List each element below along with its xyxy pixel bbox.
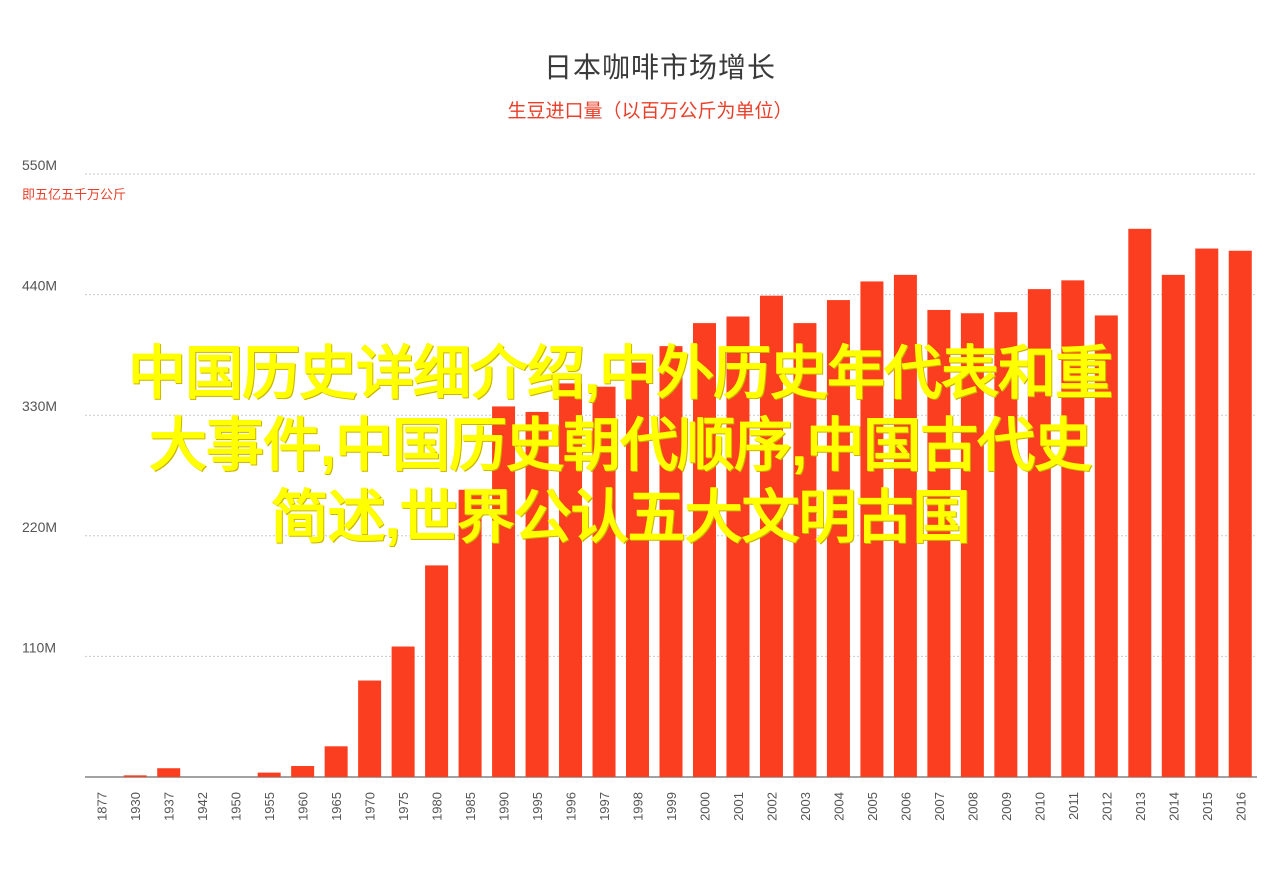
- x-tick-label: 1990: [497, 792, 512, 821]
- overlay-line-1: 中国历史详细介绍,中外历史年代表和重: [127, 341, 1113, 406]
- x-tick-label: 1985: [463, 792, 478, 821]
- y-tick-label: 110M: [22, 639, 56, 655]
- x-tick-label: 2004: [831, 792, 846, 821]
- bar: [525, 411, 549, 777]
- bar: [1027, 289, 1051, 777]
- bar: [994, 312, 1018, 777]
- x-tick-label: 1970: [363, 792, 378, 821]
- bar: [425, 565, 449, 777]
- x-tick-label: 2003: [798, 792, 813, 821]
- bar: [726, 316, 750, 777]
- bar: [592, 386, 616, 777]
- x-tick-label: 1999: [664, 792, 679, 821]
- x-tick-label: 2016: [1233, 792, 1248, 821]
- x-tick-label: 1995: [530, 792, 545, 821]
- x-tick-label: 2007: [932, 792, 947, 821]
- bar: [626, 362, 650, 777]
- bar: [927, 309, 951, 777]
- x-tick-label: 2006: [898, 792, 913, 821]
- bar: [793, 323, 817, 777]
- x-tick-label: 1930: [128, 792, 143, 821]
- bar: [1094, 315, 1118, 777]
- x-tick-label: 2013: [1133, 792, 1148, 821]
- y-tick-label: 220M: [22, 519, 57, 535]
- bar: [826, 300, 850, 777]
- bar: [358, 680, 382, 777]
- bar: [123, 775, 147, 777]
- overlay-line-3: 简述,世界公认五大文明古国: [270, 485, 970, 550]
- x-tick-label: 1998: [631, 792, 646, 821]
- bar: [860, 281, 884, 777]
- bar: [458, 489, 482, 777]
- bar: [1161, 274, 1185, 777]
- bar: [659, 346, 683, 777]
- bar: [960, 313, 984, 777]
- y-tick-label: 330M: [22, 398, 57, 414]
- x-tick-label: 1950: [229, 792, 244, 821]
- bar: [291, 766, 315, 777]
- x-tick-label: 1955: [262, 792, 277, 821]
- x-tick-label: 2009: [999, 792, 1014, 821]
- y-tick-label: 440M: [22, 278, 57, 294]
- x-tick-label: 2005: [865, 792, 880, 821]
- bar: [1228, 250, 1252, 777]
- x-tick-label: 2000: [697, 792, 712, 821]
- bar: [759, 295, 783, 777]
- x-tick-label: 2010: [1032, 792, 1047, 821]
- x-tick-label: 1942: [195, 792, 210, 821]
- x-tick-label: 2011: [1066, 792, 1081, 820]
- x-tick-label: 1877: [95, 792, 110, 821]
- x-tick-label: 2012: [1099, 792, 1114, 821]
- bar: [157, 768, 181, 777]
- x-tick-label: 1996: [564, 792, 579, 821]
- bar: [692, 323, 716, 777]
- bar: [257, 772, 281, 777]
- bar: [1061, 280, 1085, 777]
- x-tick-label: 1975: [396, 792, 411, 821]
- overlay-caption: 中国历史详细介绍,中外历史年代表和重 大事件,中国历史朝代顺序,中国古代史 简述…: [20, 338, 1220, 554]
- bar: [1195, 248, 1219, 777]
- x-tick-label: 2001: [731, 792, 746, 821]
- x-tick-label: 2014: [1166, 792, 1181, 821]
- x-tick-label: 2008: [965, 792, 980, 821]
- bar: [1128, 228, 1152, 777]
- x-tick-label: 1965: [329, 792, 344, 821]
- x-tick-label: 1960: [296, 792, 311, 821]
- chart-title: 日本咖啡市场增长: [543, 52, 776, 83]
- bar: [893, 274, 917, 777]
- y-tick-label: 550M: [22, 157, 57, 173]
- bar: [324, 746, 348, 777]
- x-tick-label: 2002: [764, 792, 779, 821]
- x-tick-label: 1980: [430, 792, 445, 821]
- bar: [559, 383, 583, 777]
- x-tick-label: 1937: [162, 792, 177, 821]
- y-axis-max-note: 即五亿五千万公斤: [22, 187, 127, 202]
- x-tick-label: 1997: [597, 792, 612, 821]
- bar: [391, 646, 415, 777]
- chart-subtitle: 生豆进口量（以百万公斤为单位）: [507, 101, 793, 122]
- bar: [492, 406, 516, 777]
- overlay-line-2: 大事件,中国历史朝代顺序,中国古代史: [148, 413, 1092, 478]
- x-tick-label: 2015: [1200, 792, 1215, 821]
